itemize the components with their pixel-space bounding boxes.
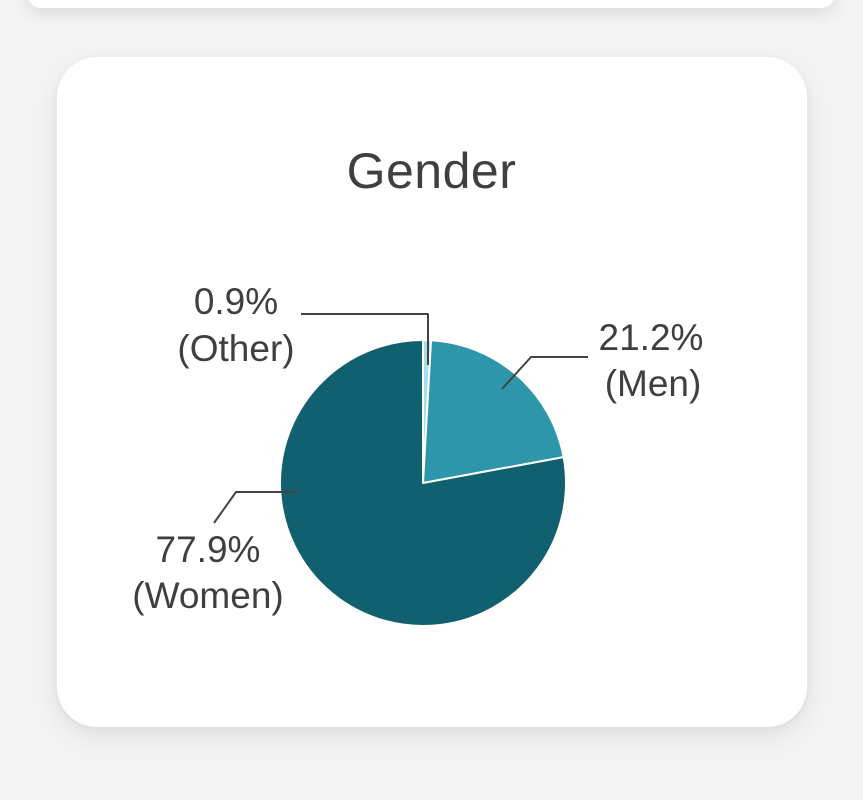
pie-slice-men[interactable] (422, 339, 565, 484)
pie-slices (279, 339, 567, 627)
label-men-value: 21.2% (599, 317, 704, 358)
label-women-name: (Women) (132, 575, 283, 616)
label-other-value: 0.9% (194, 281, 278, 322)
label-men-name: (Men) (605, 363, 702, 404)
slice-labels: 0.9% (Other) 21.2% (Men) 77.9% (Women) (132, 281, 703, 616)
label-women-value: 77.9% (156, 529, 261, 570)
leader-lines (213, 313, 588, 524)
adjacent-card-bottom-edge (27, 0, 835, 8)
leader-line-women (213, 491, 298, 524)
label-other-name: (Other) (177, 328, 294, 369)
leader-line-other (301, 313, 429, 365)
leader-line-men (501, 356, 588, 390)
chart-title: Gender (346, 143, 517, 199)
pie-slice-women[interactable] (279, 339, 567, 627)
